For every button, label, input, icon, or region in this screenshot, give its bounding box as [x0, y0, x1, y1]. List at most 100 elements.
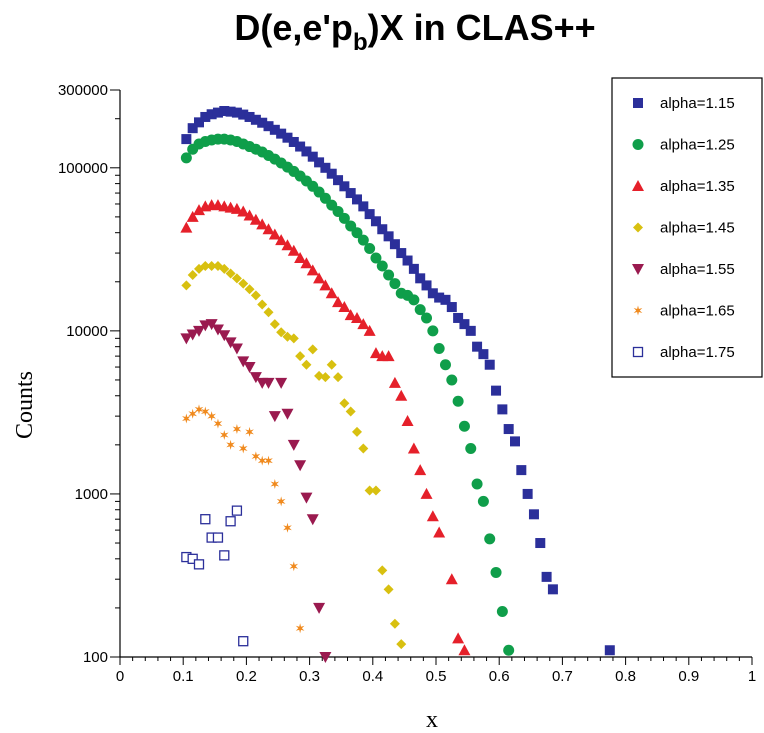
- data-point: [212, 107, 223, 118]
- data-point: [250, 114, 261, 125]
- data-point: [243, 362, 256, 374]
- data-point: [282, 132, 293, 143]
- data-point: [295, 141, 306, 152]
- data-point: [244, 111, 255, 122]
- series-alpha=1.25: [180, 133, 515, 656]
- y-tick-label: 300000: [58, 82, 108, 99]
- x-tick-label: 0: [116, 668, 124, 685]
- data-point: [363, 324, 376, 336]
- data-point: [364, 242, 376, 254]
- chart-title-rest: )X in CLAS++: [368, 7, 596, 48]
- data-point: [491, 385, 502, 396]
- data-point: [238, 278, 249, 289]
- data-point: [332, 296, 345, 308]
- data-point: [269, 124, 280, 135]
- data-point: [472, 341, 483, 352]
- data-point: [395, 389, 408, 401]
- data-point: [376, 260, 388, 272]
- data-point: [186, 210, 199, 222]
- legend-marker: [632, 346, 644, 358]
- data-point: [440, 294, 451, 305]
- data-point: [226, 439, 235, 450]
- data-point: [496, 606, 508, 618]
- data-point: [238, 109, 249, 120]
- data-point: [281, 239, 294, 251]
- data-point: [193, 204, 205, 216]
- data-point: [522, 488, 533, 499]
- data-point: [275, 377, 288, 389]
- x-tick-label: 0.2: [236, 668, 257, 685]
- data-point: [339, 398, 350, 409]
- x-tick-label: 0.3: [299, 668, 320, 685]
- data-point: [301, 146, 312, 157]
- x-tick-label: 0.7: [552, 668, 573, 685]
- data-point: [238, 636, 249, 647]
- legend-item: alpha=1.55: [632, 261, 735, 278]
- data-point: [541, 571, 552, 582]
- data-points: [180, 106, 615, 663]
- data-point: [205, 319, 218, 331]
- data-point: [415, 273, 426, 284]
- series-alpha=1.45: [181, 260, 407, 650]
- data-point: [382, 350, 395, 362]
- data-point: [262, 223, 275, 235]
- y-tick-label: 10000: [66, 323, 108, 340]
- data-point: [388, 376, 401, 388]
- data-point: [200, 406, 210, 417]
- data-point: [288, 136, 299, 147]
- data-point: [193, 325, 205, 337]
- data-point: [231, 505, 243, 516]
- data-point: [237, 205, 250, 217]
- series-alpha=1.75: [181, 505, 249, 647]
- data-point: [181, 280, 192, 291]
- data-point: [306, 514, 319, 526]
- data-point: [180, 333, 193, 345]
- svg-text:D(e,e'pb)X in CLAS++: D(e,e'pb)X in CLAS++: [234, 7, 595, 56]
- data-point: [389, 278, 401, 290]
- series-alpha=1.55: [180, 319, 332, 663]
- data-point: [249, 372, 262, 384]
- legend-item: alpha=1.45: [633, 220, 735, 237]
- data-point: [339, 181, 350, 192]
- data-point: [288, 333, 299, 344]
- data-point: [193, 559, 205, 570]
- data-point: [244, 284, 255, 295]
- data-point: [458, 644, 471, 656]
- data-point: [225, 268, 236, 279]
- data-point: [402, 255, 413, 266]
- data-point: [352, 426, 362, 437]
- chart-title-main: D(e,e'p: [234, 7, 353, 48]
- data-point: [300, 492, 313, 504]
- legend-item: alpha=1.15: [633, 95, 735, 112]
- data-point: [503, 424, 514, 435]
- data-point: [357, 234, 369, 246]
- y-axis-label: Counts: [12, 371, 38, 439]
- data-point: [477, 495, 489, 507]
- data-point: [283, 522, 292, 533]
- series-alpha=1.15: [181, 106, 615, 656]
- data-point: [249, 213, 262, 225]
- data-point: [224, 337, 237, 349]
- data-point: [319, 279, 332, 291]
- data-point: [180, 221, 193, 233]
- data-point: [257, 455, 267, 466]
- data-point: [187, 553, 198, 564]
- data-point: [237, 356, 250, 368]
- data-point: [377, 224, 388, 235]
- data-point: [225, 516, 236, 527]
- data-point: [200, 111, 211, 122]
- series-alpha=1.35: [180, 199, 471, 656]
- data-point: [187, 270, 198, 281]
- data-point: [427, 288, 438, 299]
- data-point: [414, 304, 426, 316]
- data-point: [445, 573, 458, 585]
- legend-marker: [632, 139, 644, 150]
- legend-marker: [633, 98, 643, 108]
- data-point: [320, 162, 331, 173]
- data-point: [604, 645, 615, 656]
- data-point: [206, 260, 217, 271]
- data-point: [257, 117, 268, 128]
- data-point: [211, 324, 224, 336]
- data-point: [364, 209, 375, 220]
